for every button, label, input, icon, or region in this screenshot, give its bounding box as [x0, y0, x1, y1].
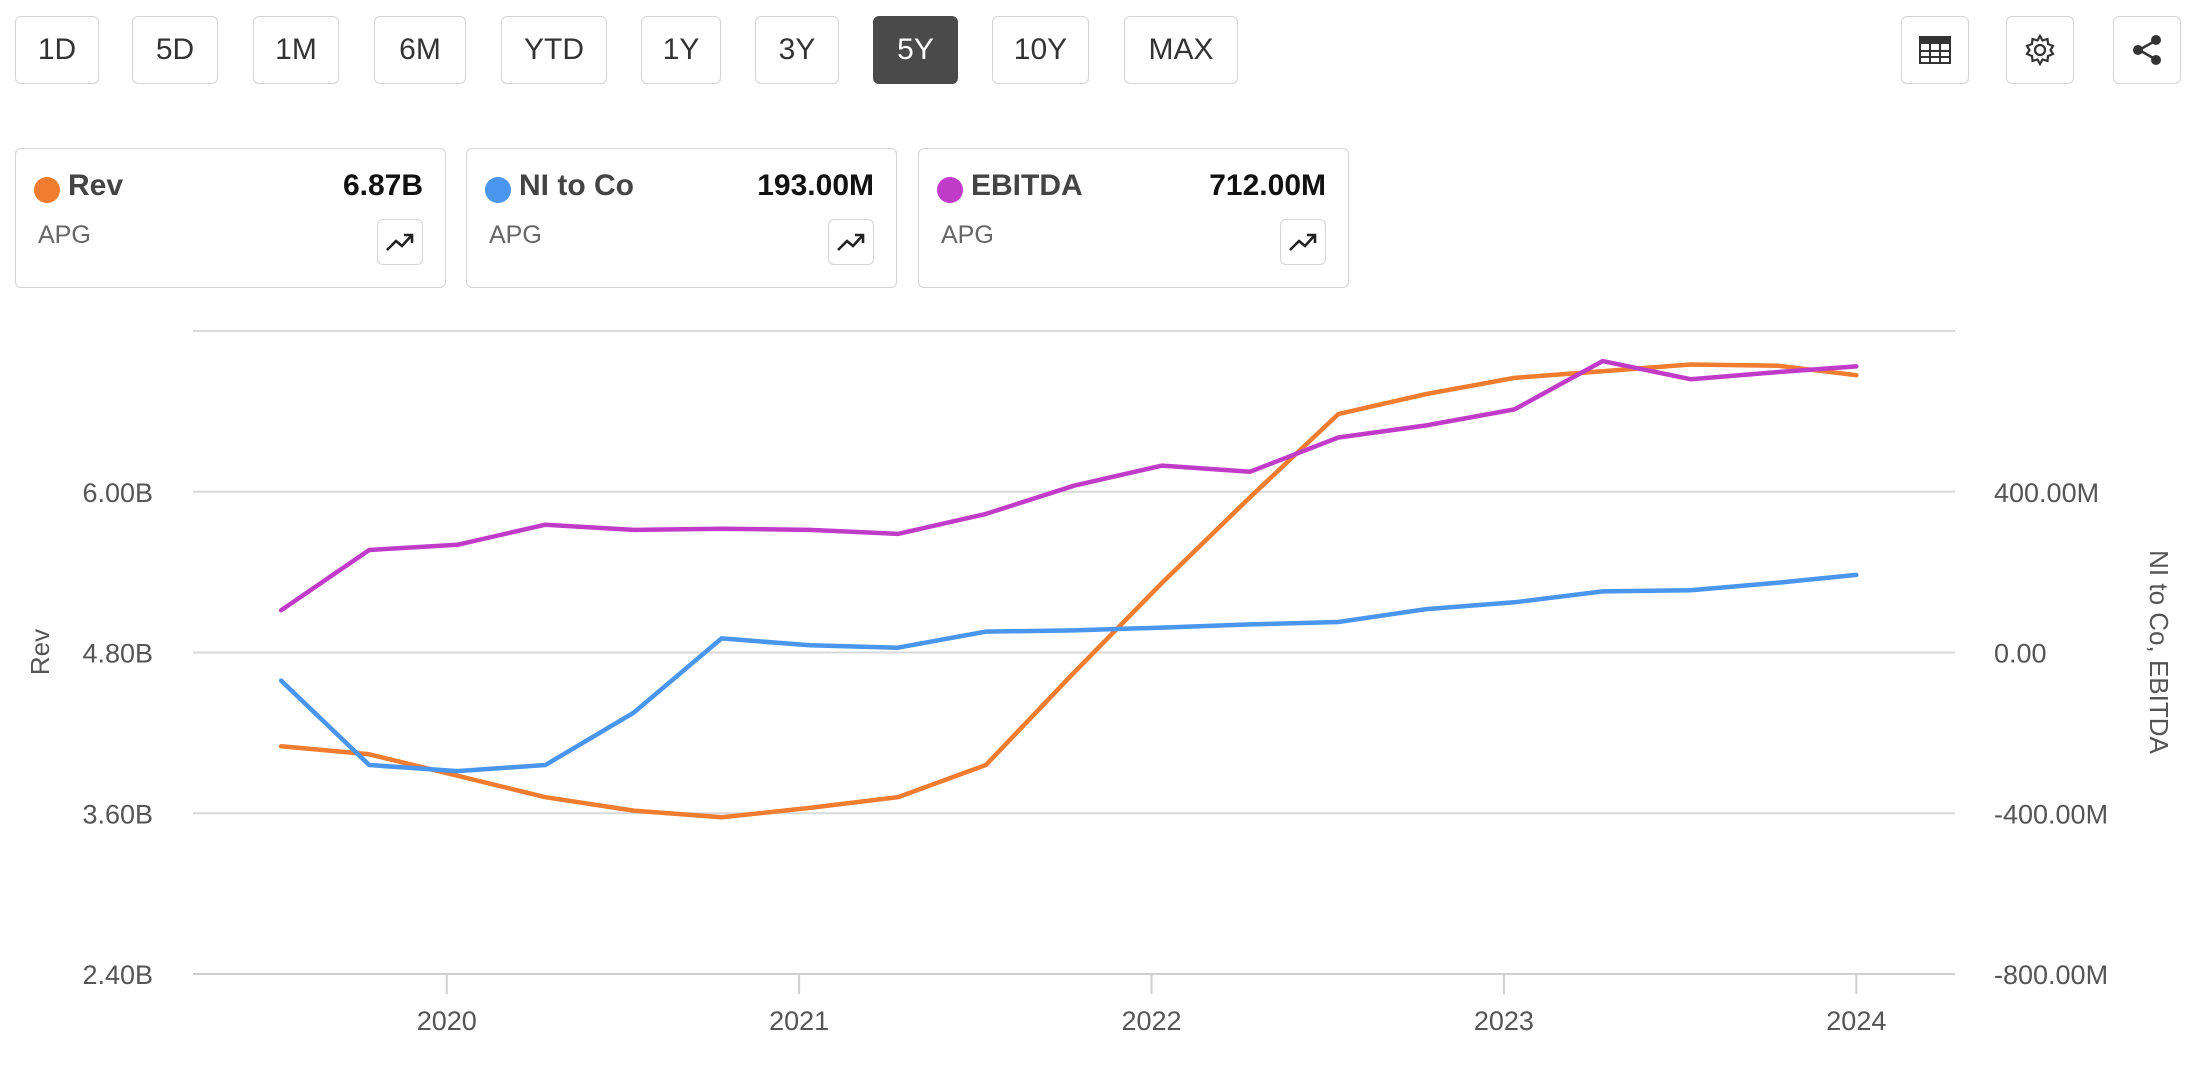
range-button-1y[interactable]: 1Y	[641, 16, 721, 84]
right-axis-title: NI to Co, EBITDA	[2144, 550, 2174, 754]
time-range-bar: 1D 5D 1M 6M YTD 1Y 3Y 5Y 10Y MAX	[0, 0, 2198, 100]
range-button-5y[interactable]: 5Y	[873, 16, 958, 84]
table-view-button[interactable]	[1901, 16, 1969, 84]
left-tick-label: 3.60B	[82, 799, 153, 829]
left-tick-label: 4.80B	[82, 639, 153, 669]
range-button-3y[interactable]: 3Y	[755, 16, 839, 84]
series-ticker: APG	[489, 221, 542, 249]
range-button-5d[interactable]: 5D	[132, 16, 218, 84]
range-button-1d[interactable]: 1D	[15, 16, 99, 84]
ebitda-color-dot	[937, 177, 963, 203]
series-value: 6.87B	[342, 169, 423, 202]
right-tick-label: 400.00M	[1994, 478, 2099, 508]
gear-icon	[2025, 33, 2055, 67]
series-name: NI to Co	[519, 169, 634, 202]
rev-color-dot	[34, 177, 60, 203]
series-card-ebitda[interactable]: EBITDA 712.00M APG	[918, 148, 1349, 288]
right-tick-label: 0.00	[1994, 639, 2047, 669]
table-icon	[1919, 36, 1951, 64]
series-line-rev	[278, 362, 1859, 820]
series-ticker: APG	[38, 221, 91, 249]
x-tick-label: 2024	[1826, 1006, 1886, 1036]
share-button[interactable]	[2113, 16, 2181, 84]
trending-up-icon	[386, 233, 414, 251]
left-tick-label: 2.40B	[82, 960, 153, 990]
series-card-ni-to-co[interactable]: NI to Co 193.00M APG	[466, 148, 897, 288]
range-button-6m[interactable]: 6M	[374, 16, 466, 84]
trend-button[interactable]	[377, 219, 423, 265]
series-line-ni-to-co	[278, 572, 1859, 774]
share-icon	[2133, 35, 2161, 65]
series-name: Rev	[68, 169, 124, 202]
series-ticker: APG	[941, 221, 994, 249]
range-button-max[interactable]: MAX	[1124, 16, 1238, 84]
x-tick-label: 2022	[1121, 1006, 1181, 1036]
series-line-ebitda	[278, 358, 1859, 613]
trend-button[interactable]	[1280, 219, 1326, 265]
trend-button[interactable]	[828, 219, 874, 265]
series-value: 712.00M	[1209, 169, 1326, 202]
series-name: EBITDA	[971, 169, 1083, 202]
series-value: 193.00M	[757, 169, 874, 202]
x-tick-label: 2021	[769, 1006, 829, 1036]
settings-button[interactable]	[2006, 16, 2074, 84]
x-tick-label: 2023	[1474, 1006, 1534, 1036]
trending-up-icon	[1289, 233, 1317, 251]
x-tick-label: 2020	[417, 1006, 477, 1036]
left-axis-title: Rev	[25, 629, 55, 675]
series-card-rev[interactable]: Rev 6.87B APG	[15, 148, 446, 288]
right-tick-label: -400.00M	[1994, 799, 2108, 829]
ni-color-dot	[485, 177, 511, 203]
right-tick-label: -800.00M	[1994, 960, 2108, 990]
range-button-10y[interactable]: 10Y	[992, 16, 1089, 84]
left-tick-label: 6.00B	[82, 478, 153, 508]
range-button-1m[interactable]: 1M	[253, 16, 339, 84]
range-button-ytd[interactable]: YTD	[501, 16, 607, 84]
trending-up-icon	[837, 233, 865, 251]
